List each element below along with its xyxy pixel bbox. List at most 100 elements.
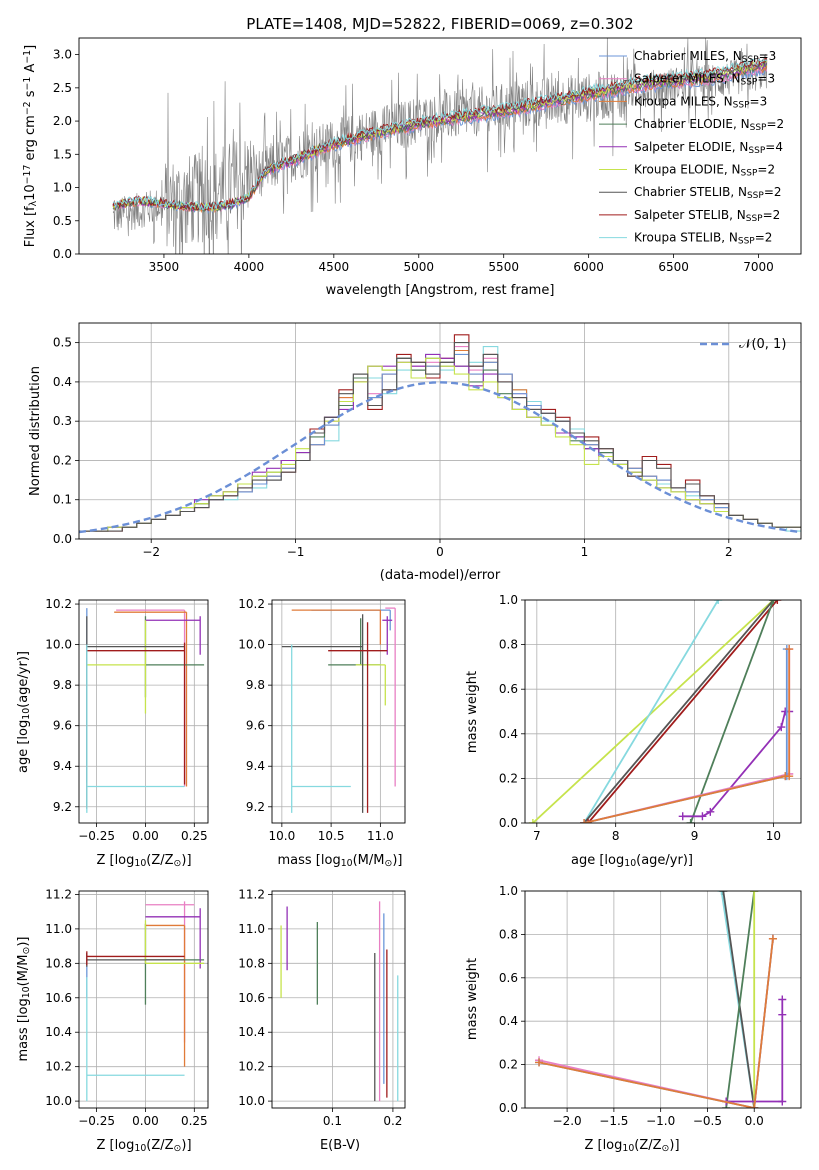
weight-marker — [698, 812, 707, 821]
errorbar-salpeter-miles — [385, 607, 396, 787]
y-tick-label: 11.0 — [45, 922, 72, 936]
errorbar-salpeter-elodie — [145, 908, 201, 969]
weight-marker — [706, 807, 715, 816]
errorbar-kroupa-miles — [145, 924, 186, 1067]
x-tick-label: 0.2 — [383, 1114, 402, 1128]
weight-kroupa-elodie — [528, 600, 778, 823]
x-tick-label: −0.25 — [78, 1114, 115, 1128]
y-tick-label: 0.0 — [499, 816, 518, 830]
x-tick-label: −1.0 — [646, 1114, 675, 1128]
weight-vs-age-axes: 7 8 9 10 0.0 0.2 0.4 0.6 0.8 1.0 age [log10(age/yr… — [465, 593, 802, 869]
x-tick-label: 4000 — [234, 260, 265, 274]
x-tick-label: 0.25 — [181, 829, 208, 843]
y-tick-label: 10.8 — [238, 956, 265, 970]
weight-marker — [535, 1058, 544, 1067]
x-axis-label: Z [log10(Z/Z⊙)] — [96, 853, 191, 869]
errorbar-chabrier-stelib — [86, 953, 185, 967]
y-tick-label: 0.3 — [53, 414, 72, 428]
weight-salpeter-stelib — [584, 600, 782, 823]
axes-frame — [524, 599, 802, 824]
y-tick-label: 9.8 — [246, 678, 265, 692]
weight-vs-age-plot-area — [528, 600, 794, 823]
y-tick-label: 10.0 — [238, 638, 265, 652]
x-tick-label: −0.25 — [78, 829, 115, 843]
age-vs-Z-axes: −0.25 0.00 0.25 9.2 9.4 9.6 9.8 10.0 10.2 Z [log1… — [16, 597, 209, 869]
weight-line — [722, 891, 756, 1108]
normal-reference-curve — [79, 381, 801, 534]
errorbar-chabrier-stelib — [281, 614, 364, 813]
age-vs-mass-axes: 10.0 10.5 11.0 9.2 9.4 9.6 9.8 10.0 10.2 mass [lo… — [238, 597, 406, 869]
x-axis-label: age [log10(age/yr)] — [571, 853, 693, 869]
legend-entry: Chabrier MILES, NSSP=3 — [634, 49, 776, 65]
y-axis-label: mass weight — [465, 958, 480, 1040]
x-tick-label: 8 — [612, 829, 620, 843]
y-tick-label: 10.6 — [238, 991, 265, 1005]
y-tick-label: 2.5 — [53, 81, 72, 95]
weight-marker — [750, 1104, 759, 1108]
errorbar-salpeter-miles — [116, 609, 186, 787]
legend-entry: Salpeter MILES, NSSP=3 — [634, 72, 775, 88]
mass-vs-Z-plot-area — [86, 901, 205, 1102]
legend-entry: Kroupa MILES, NSSP=3 — [634, 94, 767, 110]
model-spectrum-kroupa-stelib — [112, 58, 767, 212]
weight-marker — [750, 891, 759, 895]
x-tick-label: 1 — [581, 545, 589, 559]
x-tick-label: −0.5 — [693, 1114, 722, 1128]
errorbar-chabrier-miles — [311, 609, 391, 631]
y-tick-label: 0.6 — [499, 682, 518, 696]
y-tick-label: 0.0 — [499, 1101, 518, 1115]
y-tick-label: 0.2 — [53, 453, 72, 467]
y-tick-label: 1.0 — [499, 884, 518, 898]
weight-vs-Z-axes: −2.0 −1.5 −1.0 −0.5 0.0 0.0 0.2 0.4 0.6 0.8 1.0 Z [… — [465, 884, 802, 1154]
weight-kroupa-stelib — [580, 600, 723, 823]
y-tick-label: 10.4 — [45, 1025, 72, 1039]
y-tick-label: 9.2 — [246, 800, 265, 814]
x-tick-label: −1.5 — [599, 1114, 628, 1128]
weight-chabrier-elodie — [686, 600, 778, 823]
spectrum-legend: Chabrier MILES, NSSP=3 Salpeter MILES, NS… — [599, 49, 784, 247]
errorbar-kroupa-stelib — [291, 644, 351, 813]
legend-entry: 𝒩(0, 1) — [739, 337, 786, 352]
y-tick-label: 3.0 — [53, 48, 72, 62]
y-tick-label: 0.0 — [53, 532, 72, 546]
errorbar-salpeter-stelib — [328, 622, 388, 813]
y-tick-label: 0.2 — [499, 1058, 518, 1072]
legend-entry: Kroupa ELODIE, NSSP=2 — [634, 163, 775, 179]
y-tick-label: 0.0 — [53, 247, 72, 261]
y-tick-label: 0.2 — [499, 771, 518, 785]
errorbar-salpeter-elodie — [382, 616, 393, 655]
errorbar-chabrier-elodie — [144, 923, 205, 1005]
residual-histogram-axes: −2 −1 0 1 2 0.0 0.1 0.2 0.3 0.4 0.5 𝒩(0, 1) (data-mo… — [28, 322, 802, 583]
y-tick-label: 0.5 — [53, 336, 72, 350]
errorbar-kroupa-miles — [114, 611, 188, 787]
x-axis-label: E(B-V) — [320, 1138, 360, 1153]
y-tick-label: 1.5 — [53, 147, 72, 161]
x-tick-label: 10.0 — [268, 829, 295, 843]
weight-line — [583, 649, 791, 823]
errorbar-chabrier-stelib — [86, 616, 185, 809]
weight-chabrier-stelib — [580, 600, 778, 823]
y-tick-label: 10.2 — [238, 1060, 265, 1074]
x-tick-label: 4500 — [319, 260, 350, 274]
y-tick-label: 11.0 — [238, 922, 265, 936]
legend-entry: Chabrier STELIB, NSSP=2 — [634, 185, 782, 201]
errorbar-kroupa-elodie — [355, 664, 386, 706]
errorbar-kroupa-stelib — [86, 644, 185, 813]
y-tick-label: 2.0 — [53, 114, 72, 128]
weight-marker — [584, 819, 593, 823]
y-tick-label: 0.5 — [53, 214, 72, 228]
legend-entry: Salpeter ELODIE, NSSP=4 — [634, 140, 783, 156]
errorbar-chabrier-elodie — [328, 618, 381, 666]
y-tick-label: 10.2 — [238, 597, 265, 611]
weight-line — [725, 891, 756, 1108]
weight-line — [583, 600, 775, 823]
axes-frame — [271, 599, 406, 824]
model-spectrum-salpeter-elodie — [112, 62, 767, 212]
x-tick-label: 6000 — [573, 260, 604, 274]
spectrum-plot-area — [112, 38, 768, 254]
y-tick-label: 1.0 — [53, 181, 72, 195]
axes-frame — [78, 599, 209, 824]
plots-layer: 3500 4000 4500 5000 5500 6000 6500 7000 0.0 0.5 1.… — [16, 37, 802, 1154]
y-tick-label: 9.4 — [246, 759, 265, 773]
x-tick-label: 10 — [766, 829, 781, 843]
